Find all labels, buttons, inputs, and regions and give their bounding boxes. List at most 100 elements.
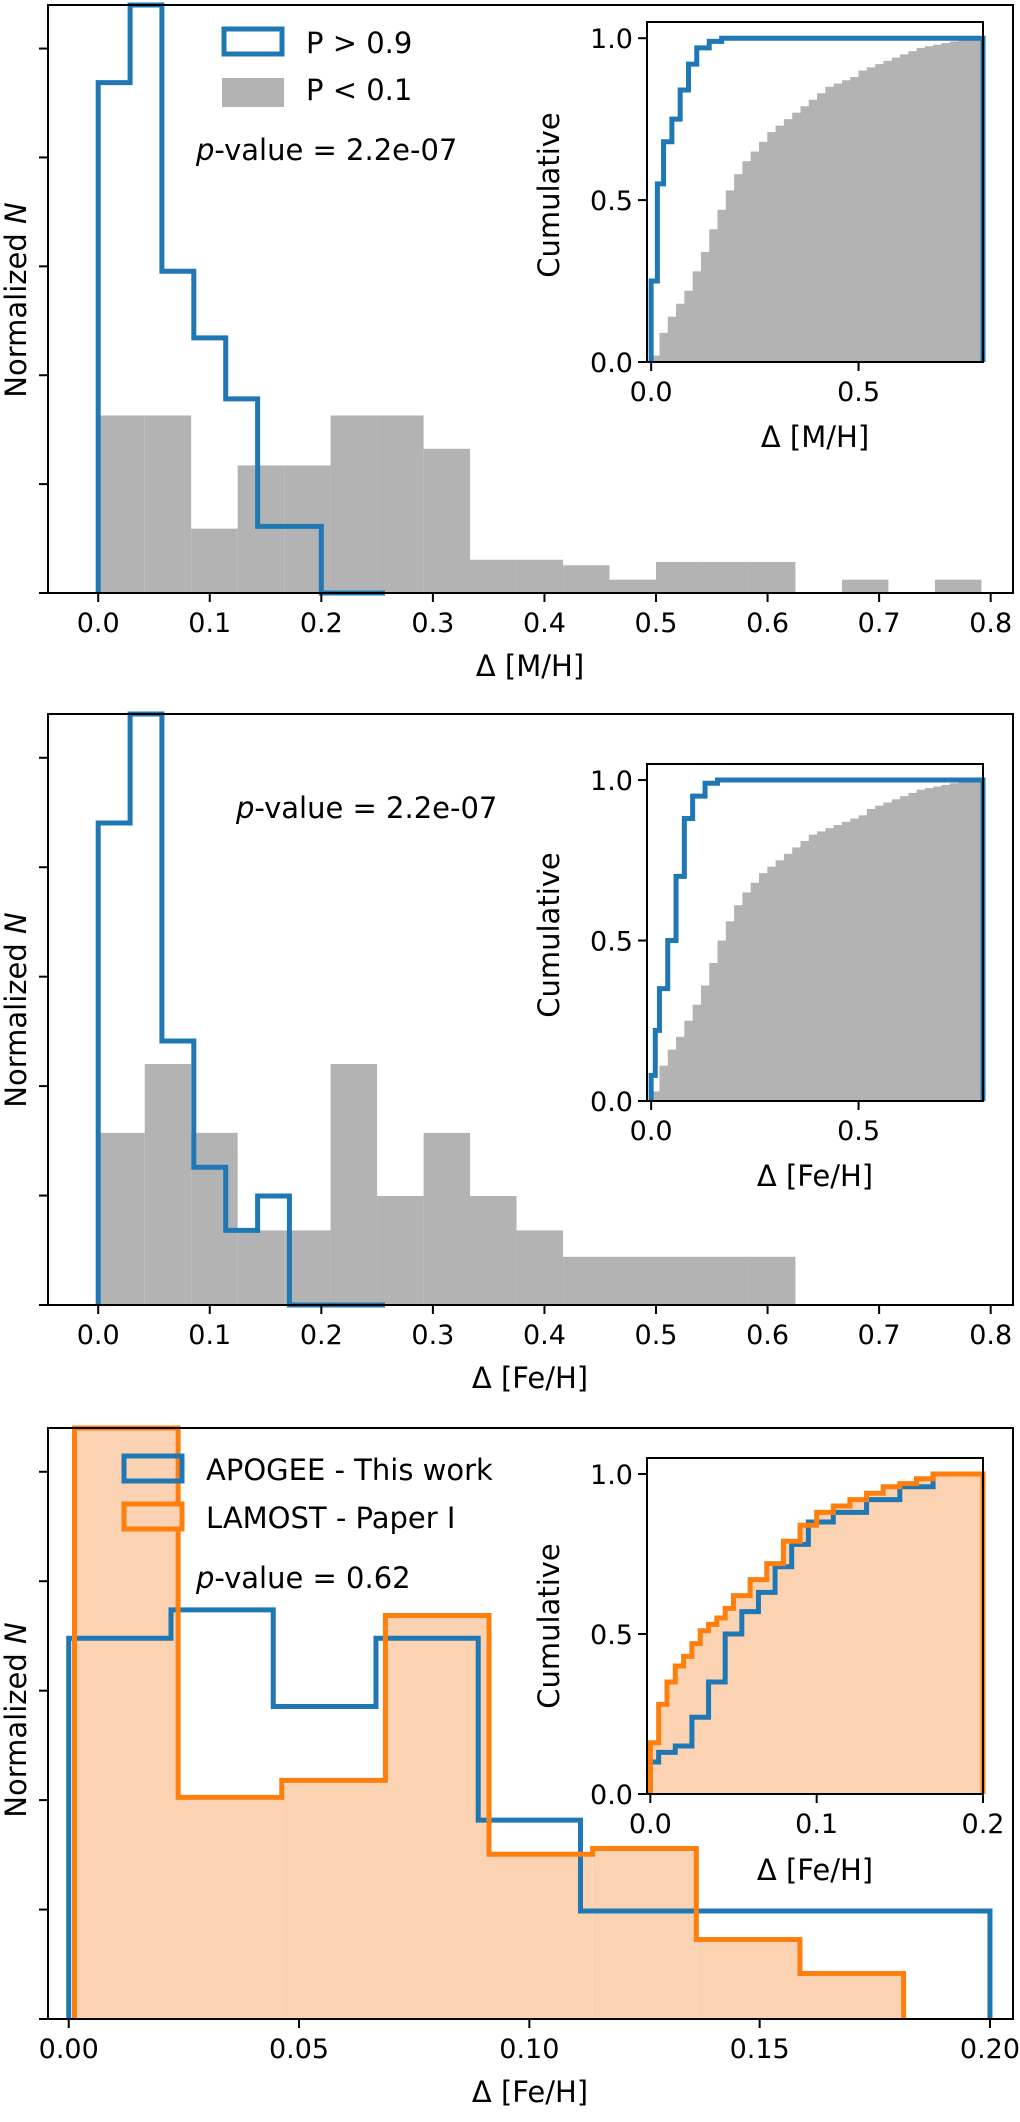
histogram-outline-lamost-paper-i — [71, 1425, 907, 2019]
x-tick-label: 0.5 — [635, 1320, 678, 1351]
x-tick-label: 0.2 — [962, 1809, 1005, 1840]
cumulative-bar-p-0-1 — [866, 67, 876, 362]
histogram-bar-p-0-1 — [934, 579, 982, 593]
histogram-bar-p-0-1 — [656, 1256, 703, 1305]
cumulative-bar-p-0-1 — [651, 355, 660, 362]
x-tick-label: 0.0 — [77, 1320, 120, 1351]
x-tick-label: 0.20 — [960, 2034, 1020, 2065]
cumulative-fill-lamost-paper-i — [650, 1474, 983, 1794]
cumulative-bar-p-0-1 — [692, 1004, 702, 1101]
cumulative-bar-p-0-1 — [792, 112, 801, 363]
x-tick-label: 0.1 — [188, 608, 231, 639]
histogram-bar-p-0-1 — [470, 1195, 517, 1305]
panel-1: 0.0 0.1 0.2 0.3 0.4 0.5 0.6 0.7 0.8 Δ [M/H] Norm… — [0, 2, 1014, 683]
x-tick-label: 0.8 — [969, 608, 1012, 639]
cumulative-bar-p-0-1 — [924, 788, 934, 1101]
y-tick-label: 0.0 — [590, 1087, 633, 1118]
histogram-bar-p-0-1 — [377, 1195, 424, 1305]
histogram-bar-p-0-1 — [237, 465, 285, 593]
legend-swatch-p-lt-0.1 — [222, 78, 284, 107]
x-tick-label: 0.0 — [630, 1116, 673, 1147]
legend-swatch-p-gt-0.9 — [221, 26, 285, 57]
histogram-bar-lamost-paper-i — [281, 1780, 386, 2019]
cumulative-bar-p-0-1 — [775, 125, 785, 362]
histogram-outline-p-0-9 — [95, 2, 386, 596]
panel-1-axes-frame — [47, 4, 1014, 594]
cumulative-bar-p-0-1 — [833, 824, 843, 1101]
panel-2-inset: 0.0 0.5 0.0 0.5 1.0 Δ [Fe/H] Cumulative — [532, 763, 986, 1193]
x-tick-label: 0.7 — [858, 608, 901, 639]
cumulative-bar-p-0-1 — [974, 38, 984, 362]
y-tick-label: 0.5 — [590, 1620, 633, 1651]
cumulative-bar-p-0-1 — [924, 46, 934, 363]
panel-2-xlabel: Δ [Fe/H] — [472, 1361, 588, 1395]
histogram-bar-p-0-1 — [841, 579, 889, 593]
cumulative-bar-p-0-1 — [700, 985, 710, 1101]
panel-2-axes-frame — [47, 713, 1014, 1306]
cumulative-bar-p-0-1 — [908, 792, 918, 1101]
cumulative-bar-p-0-1 — [858, 70, 868, 363]
cumulative-bar-p-0-1 — [958, 39, 967, 363]
histogram-bar-lamost-paper-i — [799, 1973, 904, 2019]
cumulative-bar-p-0-1 — [966, 780, 976, 1101]
cumulative-bar-p-0-1 — [742, 161, 752, 362]
cumulative-bar-p-0-1 — [742, 892, 752, 1101]
cumulative-bar-p-0-1 — [667, 1049, 677, 1101]
cumulative-bar-p-0-1 — [808, 99, 818, 362]
panel-3-inset-xlabel: Δ [Fe/H] — [757, 1853, 873, 1887]
x-tick-label: 0.3 — [411, 1320, 454, 1351]
panel-2: 0.0 0.1 0.2 0.3 0.4 0.5 0.6 0.7 0.8 Δ [Fe/H] Nor… — [0, 711, 1014, 1395]
cumulative-bar-p-0-1 — [891, 57, 901, 362]
cumulative-bar-p-0-1 — [676, 303, 685, 362]
cumulative-bar-p-0-1 — [817, 93, 826, 362]
histogram-bar-lamost-paper-i — [592, 1848, 697, 2019]
legend-label-p-lt-0.1: P < 0.1 — [306, 73, 412, 107]
cumulative-bar-p-0-1 — [717, 209, 727, 362]
panel-3-ylabel: Normalized N — [0, 1622, 33, 1817]
histogram-bar-p-0-1 — [98, 1132, 145, 1305]
cumulative-bar-p-0-1 — [659, 332, 669, 362]
histogram-bar-p-0-1 — [563, 565, 610, 593]
x-tick-label: 0.8 — [969, 1320, 1012, 1351]
histogram-bar-p-0-1 — [423, 448, 471, 593]
histogram-bar-p-0-1 — [470, 559, 517, 593]
panel-1-xlabel: Δ [M/H] — [476, 649, 584, 683]
panel-3: 0.00 0.05 0.10 0.15 0.20 Δ [Fe/H] Normalized… — [0, 1425, 1020, 2109]
x-tick-label: 0.1 — [795, 1809, 838, 1840]
histogram-bar-p-0-1 — [144, 1064, 192, 1305]
x-tick-label: 0.7 — [858, 1320, 901, 1351]
cumulative-bar-p-0-1 — [891, 799, 901, 1101]
panel-2-pvalue: p-value = 2.2e-07 — [235, 791, 497, 825]
cumulative-bar-p-0-1 — [684, 290, 694, 362]
cumulative-bar-p-0-1 — [841, 821, 851, 1101]
histogram-bar-p-0-1 — [609, 579, 657, 593]
cumulative-bar-p-0-1 — [808, 834, 818, 1101]
legend-label-lamost: LAMOST - Paper I — [206, 1501, 455, 1535]
histogram-bar-p-0-1 — [191, 1132, 238, 1305]
cumulative-bar-p-0-1 — [941, 784, 951, 1101]
cumulative-bar-p-0-1 — [759, 141, 768, 362]
panel-2-inset-xlabel: Δ [Fe/H] — [757, 1159, 873, 1193]
legend-swatch-lamost — [121, 1501, 185, 1532]
panel-3-inset: 0.0 0.1 0.2 0.0 0.5 1.0 Δ [Fe/H] Cumulative — [532, 1457, 1005, 1887]
histogram-bar-p-0-1 — [423, 1132, 471, 1305]
cumulative-bar-p-0-1 — [883, 802, 893, 1101]
cumulative-bar-p-0-1 — [825, 86, 835, 362]
panel-3-inset-frame — [646, 1457, 984, 1795]
cumulative-bar-p-0-1 — [949, 41, 959, 363]
cumulative-bar-p-0-1 — [800, 106, 810, 362]
panel-3-xlabel: Δ [Fe/H] — [472, 2075, 588, 2109]
cumulative-bar-p-0-1 — [700, 251, 710, 362]
cumulative-bar-p-0-1 — [709, 229, 719, 362]
cumulative-bar-p-0-1 — [916, 47, 926, 363]
x-tick-label: 0.00 — [39, 2034, 99, 2065]
x-tick-label: 0.15 — [730, 2034, 790, 2065]
cumulative-bar-p-0-1 — [966, 38, 976, 362]
x-tick-label: 0.0 — [630, 377, 673, 408]
panel-1-inset-frame — [646, 21, 984, 363]
cumulative-bar-p-0-1 — [875, 805, 884, 1101]
histogram-bar-p-0-1 — [237, 1230, 285, 1305]
y-tick-label: 0.0 — [590, 348, 633, 379]
panel-3-inset-ylabel: Cumulative — [532, 1543, 566, 1709]
cumulative-bar-p-0-1 — [792, 847, 801, 1101]
